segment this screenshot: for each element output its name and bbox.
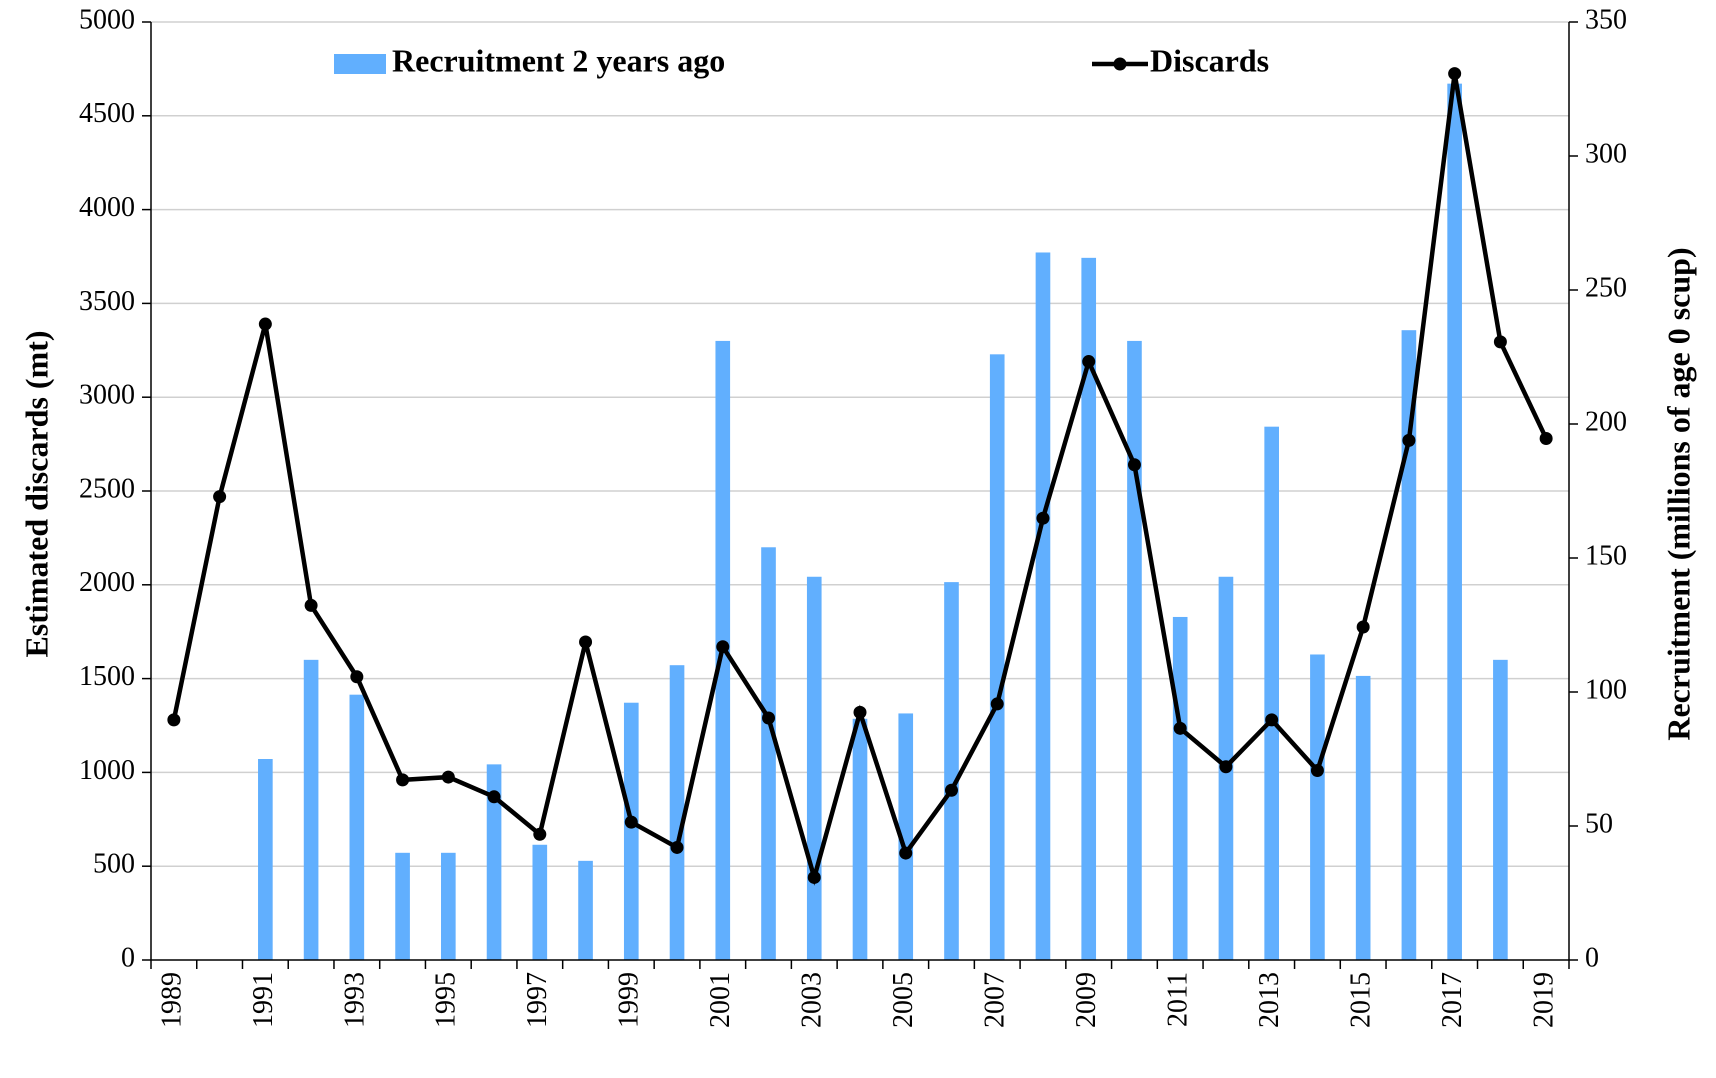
line-marker xyxy=(762,711,776,725)
line-marker xyxy=(1356,620,1370,634)
y2-tick-label: 0 xyxy=(1585,942,1599,973)
line-marker xyxy=(396,773,410,787)
line-marker xyxy=(167,713,181,727)
line-marker xyxy=(670,840,684,854)
y-tick-label: 5000 xyxy=(79,4,135,35)
x-tick-label: 2005 xyxy=(888,972,919,1028)
line-marker xyxy=(899,846,913,860)
x-tick-label: 2003 xyxy=(797,972,828,1028)
bar xyxy=(806,576,822,960)
y-tick-label: 500 xyxy=(93,849,135,880)
line-marker xyxy=(624,815,638,829)
y-tick-label: 0 xyxy=(121,942,135,973)
line-marker xyxy=(807,870,821,884)
bar xyxy=(395,852,410,960)
bar xyxy=(441,852,456,960)
line-marker xyxy=(1082,355,1096,369)
y2-axis-title: Recruitment (millions of age 0 scup) xyxy=(1660,247,1696,740)
line-marker xyxy=(579,635,593,649)
y2-tick-label: 200 xyxy=(1585,406,1627,437)
x-tick-label: 2007 xyxy=(980,972,1011,1028)
y-tick-label: 3500 xyxy=(79,286,135,317)
bar xyxy=(989,354,1005,960)
line-marker xyxy=(1219,760,1233,774)
y2-tick-label: 50 xyxy=(1585,808,1613,839)
bar xyxy=(1127,340,1142,960)
bar xyxy=(1493,659,1508,960)
bar xyxy=(1264,426,1279,960)
line-marker xyxy=(1036,511,1050,525)
y2-tick-label: 250 xyxy=(1585,272,1627,303)
line-marker xyxy=(1173,721,1187,735)
line-marker xyxy=(1448,67,1462,81)
x-tick-label: 1993 xyxy=(339,972,370,1028)
x-tick-label: 2015 xyxy=(1346,972,1377,1028)
line-marker xyxy=(1310,764,1324,778)
x-tick-label: 1997 xyxy=(522,972,553,1028)
x-tick-label: 2019 xyxy=(1529,972,1560,1028)
y2-tick-label: 100 xyxy=(1585,674,1627,705)
x-tick-label: 2017 xyxy=(1437,972,1468,1028)
bar xyxy=(303,659,319,960)
line-marker xyxy=(304,598,318,612)
x-tick-label: 2013 xyxy=(1254,972,1285,1028)
bar xyxy=(1310,654,1325,960)
line-marker xyxy=(1265,713,1279,727)
line-marker xyxy=(441,770,455,784)
line-marker xyxy=(1127,458,1141,472)
line-marker xyxy=(487,790,501,804)
bar xyxy=(1035,252,1051,961)
bar xyxy=(1447,83,1462,960)
y-tick-label: 2000 xyxy=(79,567,135,598)
bar xyxy=(623,702,639,960)
bar xyxy=(761,547,776,960)
y-tick-label: 4000 xyxy=(79,192,135,223)
bar xyxy=(1081,257,1097,961)
y2-tick-label: 350 xyxy=(1585,4,1627,35)
line-marker xyxy=(1402,433,1416,447)
y-tick-label: 1000 xyxy=(79,755,135,786)
x-tick-label: 1999 xyxy=(614,972,645,1028)
line-marker xyxy=(716,640,730,654)
x-tick-label: 1991 xyxy=(248,972,279,1028)
legend-label: Recruitment 2 years ago xyxy=(392,42,725,78)
line-marker xyxy=(853,705,867,719)
x-tick-label: 2011 xyxy=(1163,972,1194,1027)
y-tick-label: 4500 xyxy=(79,98,135,129)
y-tick-label: 3000 xyxy=(79,380,135,411)
bar xyxy=(944,582,959,960)
bar xyxy=(532,844,548,960)
y2-tick-label: 150 xyxy=(1585,540,1627,571)
bar xyxy=(349,694,365,960)
line-marker xyxy=(1493,335,1507,349)
line-marker xyxy=(533,827,547,841)
bar xyxy=(578,860,593,960)
x-tick-label: 2001 xyxy=(705,972,736,1028)
line-marker xyxy=(213,490,227,504)
bar xyxy=(1401,330,1417,960)
line-marker xyxy=(350,670,364,684)
line-marker xyxy=(990,697,1004,711)
line-marker xyxy=(1539,431,1553,445)
x-tick-label: 1995 xyxy=(431,972,462,1028)
line-marker xyxy=(258,317,272,331)
bar xyxy=(1172,616,1188,960)
y-tick-label: 2500 xyxy=(79,473,135,504)
bar xyxy=(852,718,868,960)
y-tick-label: 1500 xyxy=(79,661,135,692)
bar xyxy=(486,764,502,960)
x-tick-label: 1989 xyxy=(156,972,187,1028)
y2-tick-label: 300 xyxy=(1585,138,1627,169)
legend-swatch xyxy=(334,54,386,74)
bar xyxy=(898,713,914,960)
bar xyxy=(669,665,685,960)
bar xyxy=(1355,675,1371,960)
legend-label: Discards xyxy=(1150,42,1269,78)
y-axis-title: Estimated discards (mt) xyxy=(18,330,54,657)
bar xyxy=(258,759,273,960)
legend-swatch xyxy=(1113,57,1127,71)
line-marker xyxy=(944,783,958,797)
x-tick-label: 2009 xyxy=(1071,972,1102,1028)
